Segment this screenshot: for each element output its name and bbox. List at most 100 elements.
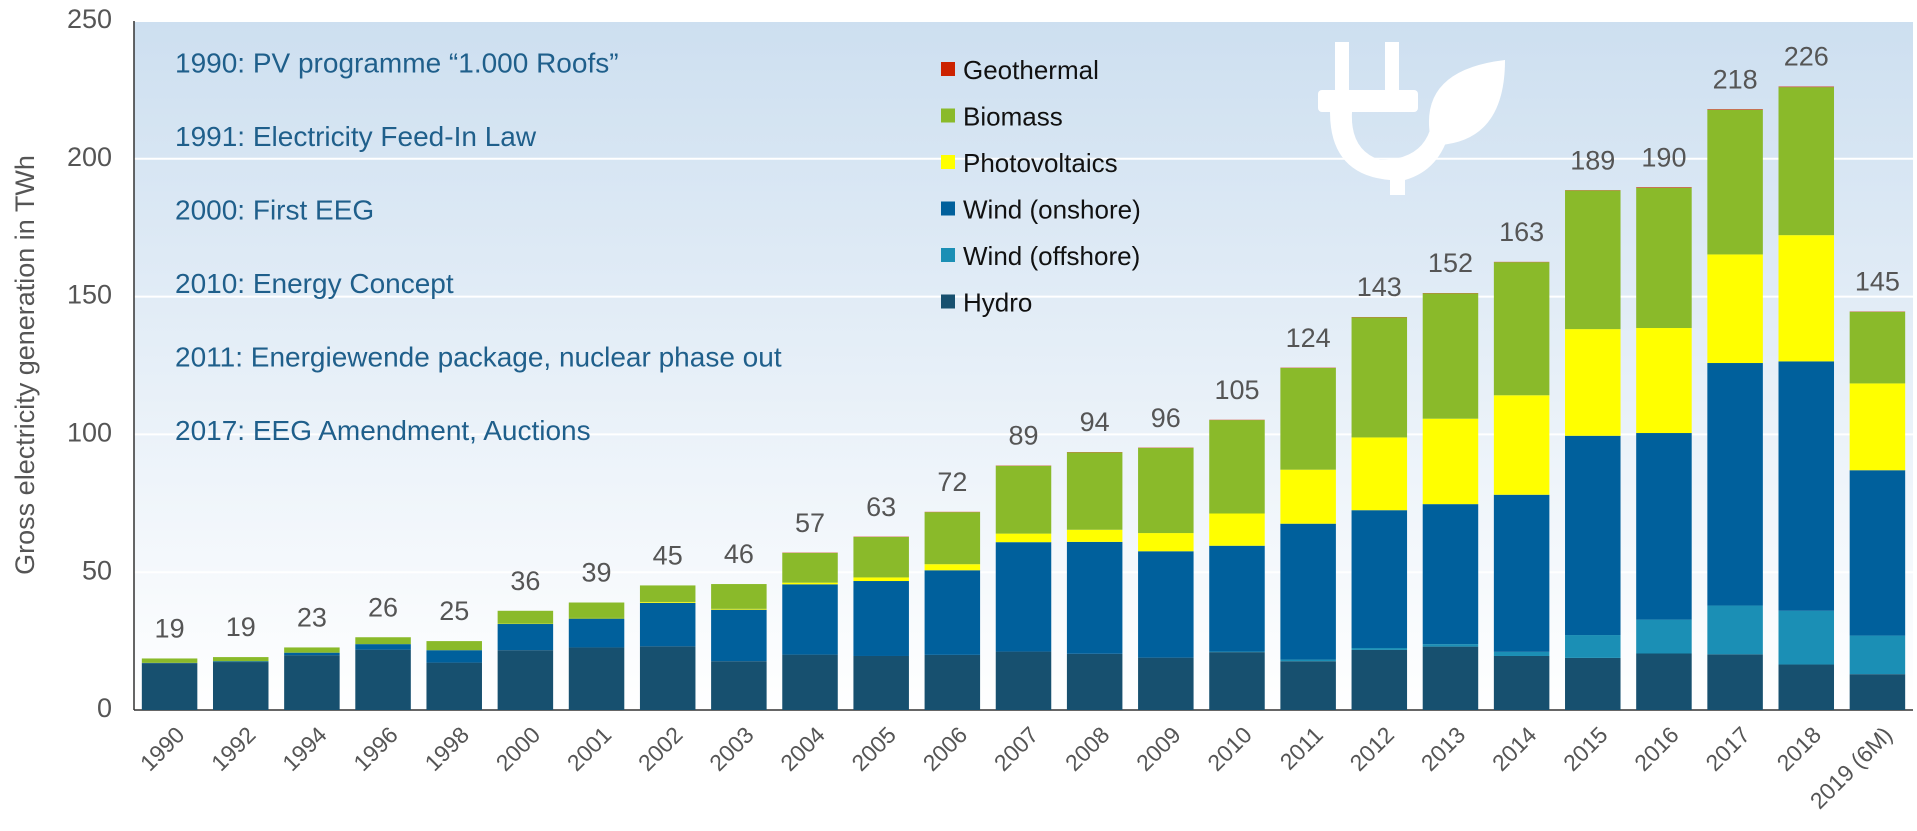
bar-segment xyxy=(1707,654,1763,710)
y-tick-label: 50 xyxy=(82,555,112,585)
bar-segment xyxy=(497,610,554,624)
bar-segment xyxy=(497,624,554,651)
bar-segment xyxy=(426,641,482,651)
bar-segment xyxy=(426,650,482,663)
bar-segment xyxy=(639,585,696,602)
total-label: 105 xyxy=(1214,375,1259,405)
legend-swatch xyxy=(941,155,955,169)
bar-segment xyxy=(141,663,198,710)
bar-segment xyxy=(1351,437,1408,511)
bar-segment xyxy=(426,662,482,710)
x-tick-label: 2015 xyxy=(1558,721,1613,776)
bar-segment xyxy=(1565,435,1621,636)
total-label: 143 xyxy=(1357,272,1402,302)
bar-segment xyxy=(1209,545,1265,652)
x-tick-label: 2017 xyxy=(1700,721,1755,776)
bar-segment xyxy=(1209,513,1265,546)
total-label: 189 xyxy=(1570,145,1615,175)
annotation: 2011: Energiewende package, nuclear phas… xyxy=(175,341,782,372)
bar-segment xyxy=(1778,361,1835,611)
x-tick-label: 1992 xyxy=(206,721,261,776)
bar-segment xyxy=(995,651,1052,710)
bar-segment xyxy=(1636,187,1692,329)
bar-segment xyxy=(924,564,981,571)
bar-segment xyxy=(782,654,838,710)
x-tick-label: 2013 xyxy=(1416,721,1471,776)
legend-swatch xyxy=(941,294,955,309)
bar-segment xyxy=(995,542,1052,652)
total-label: 57 xyxy=(795,508,825,538)
total-label: 226 xyxy=(1784,42,1829,72)
bar-segment xyxy=(1280,661,1336,710)
bar-segment xyxy=(1209,651,1265,653)
bar-segment xyxy=(782,582,838,585)
bar-segment xyxy=(1493,395,1550,495)
plug-icon xyxy=(1318,42,1505,195)
bar-segment xyxy=(1565,329,1621,436)
bar-segment xyxy=(1849,470,1906,636)
bar-segment xyxy=(924,654,981,710)
total-label: 163 xyxy=(1499,217,1544,247)
bar-segment xyxy=(141,658,198,663)
bar-segment xyxy=(1636,433,1692,620)
legend-label: Wind (onshore) xyxy=(963,194,1141,224)
total-label: 72 xyxy=(937,467,967,497)
bar-segment xyxy=(1280,523,1336,660)
total-label: 152 xyxy=(1428,248,1473,278)
bar-segment xyxy=(1636,619,1692,654)
y-tick-label: 200 xyxy=(67,142,112,172)
total-label: 23 xyxy=(297,603,327,633)
x-tick-label: 2000 xyxy=(491,721,546,776)
x-tick-label: 2008 xyxy=(1060,721,1115,776)
bar-segment xyxy=(1422,646,1479,710)
annotation: 2017: EEG Amendment, Auctions xyxy=(175,415,591,446)
bar-segment xyxy=(1707,363,1763,606)
bar-segment xyxy=(924,570,981,655)
annotation: 2010: Energy Concept xyxy=(175,268,454,299)
bar-segment xyxy=(1138,533,1194,552)
bar-segment xyxy=(1422,293,1479,419)
bar-segment xyxy=(853,655,909,710)
x-tick-label: 2011 xyxy=(1275,721,1328,774)
x-tick-label: 2010 xyxy=(1202,721,1257,776)
total-label: 190 xyxy=(1641,142,1686,172)
bar-segment xyxy=(1280,469,1336,524)
bar-segment xyxy=(1422,418,1479,505)
x-tick-label: 1996 xyxy=(348,721,403,776)
bar-segment xyxy=(1849,311,1906,384)
bar-segment xyxy=(995,465,1052,534)
bar-segment xyxy=(1209,652,1265,710)
bar-segment xyxy=(1565,635,1621,658)
bar-segment xyxy=(639,646,696,710)
bar-segment xyxy=(1707,605,1763,655)
bar-segment xyxy=(639,602,696,647)
legend-label: Photovoltaics xyxy=(963,148,1118,178)
total-label: 36 xyxy=(510,566,540,596)
bar-segment xyxy=(212,657,269,662)
bar-segment xyxy=(355,644,411,650)
bar-segment xyxy=(1280,659,1336,662)
bar-segment xyxy=(1778,87,1835,236)
bar-segment xyxy=(568,617,625,619)
bar-segment xyxy=(1778,610,1835,665)
bar-segment xyxy=(711,609,767,662)
total-label: 45 xyxy=(653,541,683,571)
bar-segment xyxy=(284,652,340,656)
total-label: 19 xyxy=(155,614,185,644)
bar-segment xyxy=(497,650,554,710)
total-label: 94 xyxy=(1080,407,1110,437)
bar-segment xyxy=(1778,235,1835,362)
bar-segment xyxy=(924,512,981,565)
legend-swatch xyxy=(941,248,955,262)
x-tick-label: 2014 xyxy=(1487,721,1542,776)
bar-segment xyxy=(1707,109,1763,255)
legend-label: Biomass xyxy=(963,101,1063,131)
total-label: 26 xyxy=(368,592,398,622)
bar-segment xyxy=(1849,635,1906,675)
bar-segment xyxy=(853,581,909,656)
bar-segment xyxy=(1493,494,1550,652)
annotation: 1991: Electricity Feed-In Law xyxy=(175,121,537,152)
bar-segment xyxy=(1778,86,1835,88)
bar-segment xyxy=(1849,383,1906,471)
x-tick-label: 2006 xyxy=(918,721,973,776)
